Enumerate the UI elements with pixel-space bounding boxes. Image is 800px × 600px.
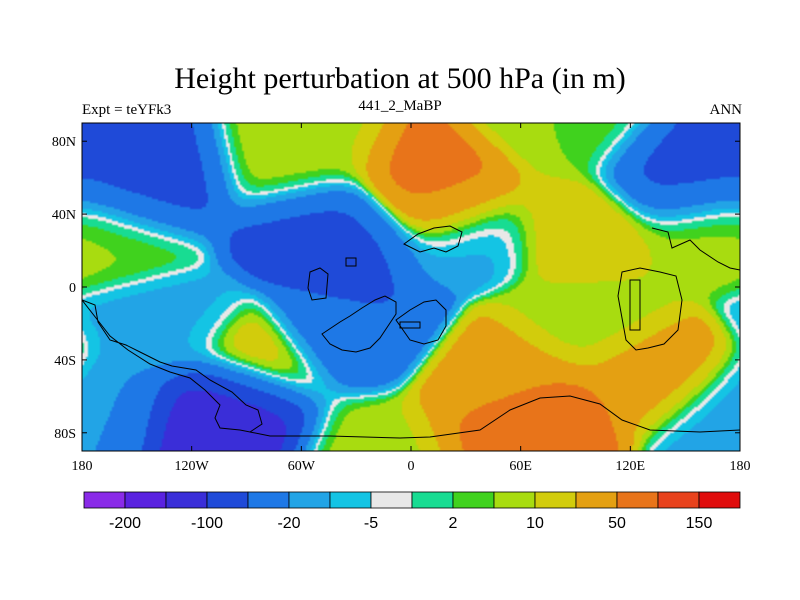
colorbar-swatch (206, 491, 249, 509)
colorbar-swatch (288, 491, 331, 509)
colorbar-swatch (698, 491, 741, 509)
colorbar-swatch (247, 491, 290, 509)
x-tick-label: 120W (175, 459, 210, 474)
colorbar-swatch (452, 491, 495, 509)
x-tick-label: 180 (730, 459, 751, 474)
case-label: 441_2_MaBP (358, 98, 442, 114)
chart-title: Height perturbation at 500 hPa (in m) (174, 62, 626, 95)
colorbar-label: -100 (191, 515, 223, 532)
colorbar-swatch (124, 491, 167, 509)
colorbar-label: 10 (526, 515, 544, 532)
colorbar-swatch (534, 491, 577, 509)
colorbar-swatch (575, 491, 618, 509)
x-tick-label: 180 (72, 459, 93, 474)
y-tick-label: 40N (52, 208, 76, 223)
colorbar-label: -5 (364, 515, 378, 532)
coastline-africa (307, 267, 397, 353)
colorbar-label: 50 (608, 515, 626, 532)
coastline-madagascar (395, 299, 447, 345)
coastline-pacific-islands (651, 227, 740, 271)
season-label: ANN (709, 102, 743, 118)
x-tick-label: 60W (288, 459, 316, 474)
y-tick-label: 0 (69, 281, 76, 296)
colorbar-swatch (329, 491, 372, 509)
plot-area (82, 123, 740, 451)
colorbar-label: -200 (109, 515, 141, 532)
colorbar-swatch (83, 491, 126, 509)
colorbar-swatch (493, 491, 536, 509)
colorbar-swatch (165, 491, 208, 509)
coastline-eurasia (345, 225, 463, 267)
x-tick-label: 60E (509, 459, 532, 474)
experiment-label: Expt = teYFk3 (82, 102, 172, 118)
x-tick-label: 120E (616, 459, 646, 474)
colorbar-swatch (411, 491, 454, 509)
colorbar-swatch (616, 491, 659, 509)
contour-field (82, 123, 740, 451)
coastline-australia (617, 267, 683, 351)
colorbar-label: 150 (686, 515, 713, 532)
colorbar-label: 2 (449, 515, 458, 532)
colorbar-swatch (370, 491, 413, 509)
colorbar-label: -20 (277, 515, 300, 532)
colorbar-swatch (657, 491, 700, 509)
x-tick-label: 0 (408, 459, 415, 474)
y-tick-label: 40S (54, 354, 76, 369)
coastline-antarctica (249, 395, 740, 439)
coastlines (82, 225, 740, 439)
y-tick-label: 80N (52, 135, 76, 150)
colorbar: -200 -100 -20 -5 2 10 50 150 (83, 491, 741, 532)
y-tick-label: 80S (54, 427, 76, 442)
coastline-south-america (82, 299, 263, 433)
axes: 180 120W 60W 0 60E 120E 180 80N 40N 0 40S 80S (52, 123, 751, 474)
